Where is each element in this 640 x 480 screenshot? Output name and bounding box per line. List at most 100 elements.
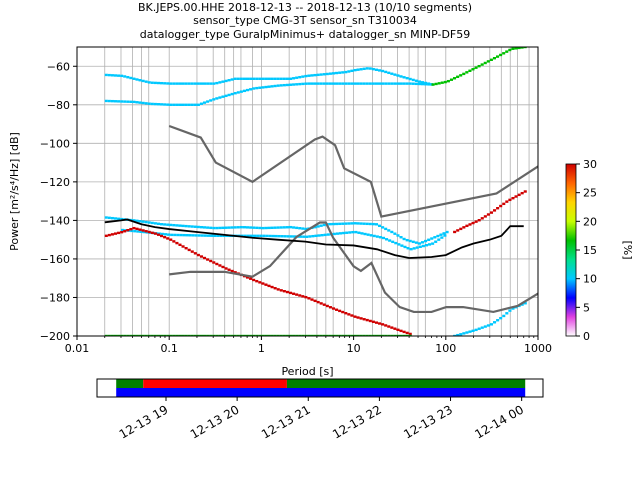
density-cell — [341, 82, 345, 85]
density-cell — [270, 77, 274, 80]
density-cell — [141, 79, 145, 83]
density-cell — [268, 234, 272, 238]
density-cell — [465, 224, 469, 228]
density-cell — [368, 82, 372, 85]
density-cell — [499, 53, 503, 57]
density-cell — [135, 334, 139, 336]
density-cell — [374, 82, 379, 85]
density-cell — [273, 77, 277, 80]
density-cell — [445, 230, 449, 234]
density-cell — [132, 226, 136, 230]
density-cell — [408, 82, 412, 85]
density-cell — [440, 81, 444, 84]
density-cell — [378, 236, 382, 239]
density-cell — [190, 103, 194, 106]
density-cell — [347, 334, 351, 336]
density-cell — [193, 82, 197, 85]
density-cell — [265, 234, 269, 238]
density-cell — [199, 334, 204, 336]
density-cell — [190, 82, 194, 85]
density-cell — [264, 334, 268, 336]
density-cell — [417, 82, 421, 86]
density-cell — [221, 265, 225, 269]
density-cell — [347, 70, 351, 73]
density-cell — [256, 234, 260, 238]
density-cell — [215, 262, 219, 266]
density-cell — [393, 334, 397, 336]
density-cell — [292, 235, 296, 238]
density-cell — [393, 232, 397, 235]
density-cell — [378, 82, 382, 85]
density-cell — [483, 325, 487, 328]
density-cell — [302, 235, 306, 238]
density-cell — [273, 334, 277, 336]
density-cell — [412, 247, 416, 250]
density-cell — [338, 222, 342, 226]
density-cell — [132, 77, 136, 80]
density-cell — [390, 72, 394, 75]
density-cell — [480, 217, 484, 220]
density-cell — [486, 60, 490, 63]
density-cell — [328, 82, 332, 85]
timeline-segment — [116, 379, 144, 388]
density-cell — [440, 236, 444, 239]
density-cell — [298, 75, 302, 79]
density-cell — [227, 268, 231, 271]
density-cell — [187, 103, 191, 106]
density-cell — [178, 243, 182, 246]
density-cell — [150, 81, 154, 84]
density-cell — [402, 334, 406, 336]
density-cell — [365, 82, 369, 85]
density-cell — [325, 72, 329, 76]
density-cell — [209, 334, 213, 336]
density-cell — [172, 334, 176, 336]
density-cell — [313, 299, 317, 303]
density-cell — [184, 247, 188, 250]
density-cell — [372, 234, 376, 238]
density-cell — [341, 71, 345, 74]
density-cell — [273, 84, 277, 88]
density-cell — [279, 289, 283, 292]
density-cell — [456, 333, 460, 336]
density-cell — [316, 225, 320, 228]
density-cell — [120, 334, 124, 336]
y-tick-label: −200 — [40, 330, 70, 343]
density-cell — [221, 334, 225, 336]
density-cell — [301, 227, 305, 230]
density-cell — [267, 77, 271, 80]
density-cell — [222, 234, 226, 238]
density-cell — [196, 253, 200, 257]
density-cell — [414, 79, 418, 82]
density-cell — [273, 226, 277, 229]
density-cell — [431, 242, 435, 245]
density-cell — [133, 229, 137, 233]
density-cell — [350, 82, 354, 85]
density-cell — [424, 83, 428, 86]
density-cell — [508, 309, 512, 312]
density-cell — [514, 47, 518, 50]
density-cell — [480, 63, 484, 66]
density-cell — [468, 330, 472, 333]
density-band-3 — [431, 47, 527, 86]
density-cell — [224, 94, 228, 98]
density-cell — [245, 226, 250, 229]
density-cell — [365, 318, 369, 322]
density-cell — [371, 222, 375, 226]
density-cell — [182, 233, 186, 237]
density-cell — [443, 234, 447, 237]
density-cell — [209, 226, 213, 230]
density-cell — [411, 240, 415, 244]
density-cell — [335, 222, 339, 226]
density-cell — [288, 225, 293, 229]
density-cell — [378, 334, 382, 336]
density-cell — [230, 92, 234, 96]
density-cell — [233, 92, 237, 95]
density-cell — [362, 67, 366, 71]
density-cell — [288, 291, 293, 295]
density-cell — [298, 294, 302, 297]
density-cell — [365, 334, 369, 336]
density-cell — [325, 334, 329, 336]
density-cell — [184, 103, 188, 106]
density-cell — [160, 223, 164, 226]
density-cell — [427, 238, 431, 241]
